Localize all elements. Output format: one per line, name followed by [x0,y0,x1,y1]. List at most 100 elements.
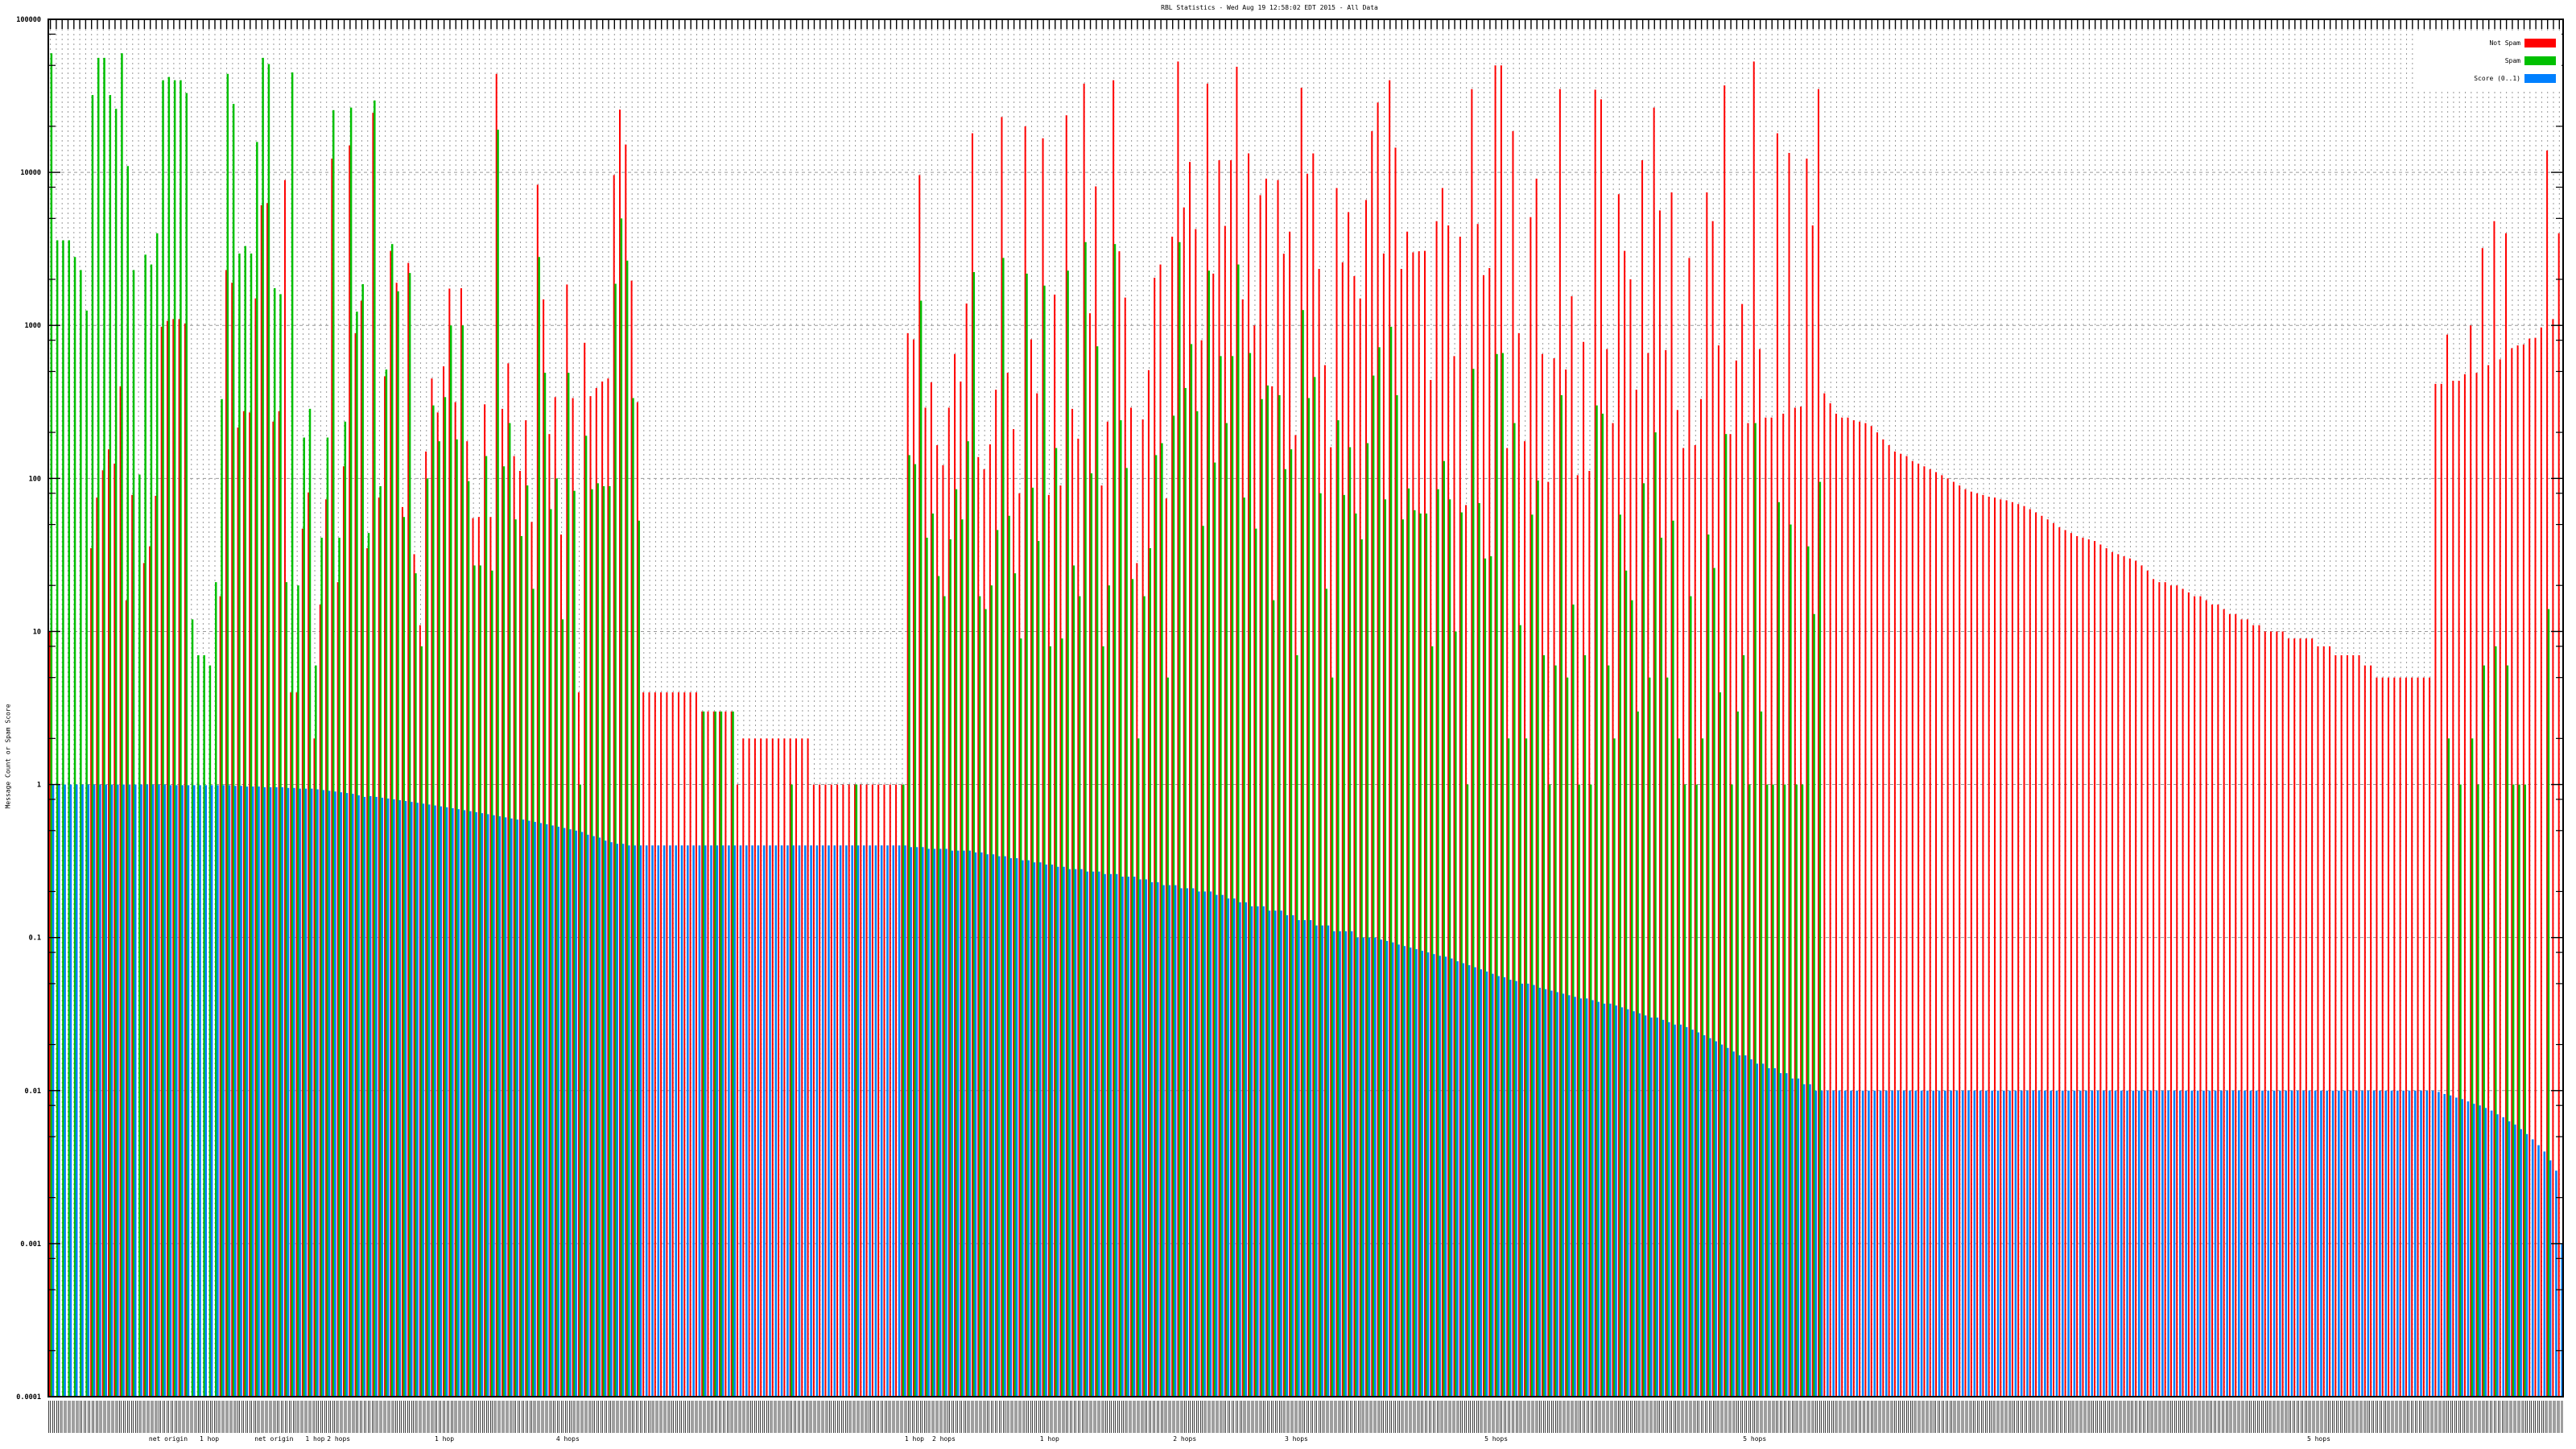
bar-score [2514,1124,2516,1397]
bar-score [927,848,930,1397]
bar-score [1838,1090,1841,1397]
bar-spam [1731,784,1733,1397]
bar-not-spam [1964,489,1967,1397]
bar-score [1227,898,1230,1397]
bar-not-spam [1935,472,1937,1397]
bar-not-spam [2052,522,2054,1397]
bar-not-spam [1400,269,1402,1397]
bar-score [122,784,125,1397]
bar-score [2261,1090,2264,1397]
bar-score [1380,939,1382,1397]
bar-not-spam [1694,444,1696,1397]
bar-not-spam [1265,178,1267,1397]
bar-score [1885,1090,1888,1397]
bar-score [1186,888,1189,1397]
bar-score [510,818,513,1397]
bar-score [1327,925,1330,1397]
bar-spam [1337,420,1340,1397]
y-tick-label: 10 [33,628,41,636]
y-tick-label: 0.001 [20,1241,41,1249]
bar-not-spam [2440,383,2442,1397]
bar-score [1086,871,1088,1397]
bar-score [634,845,636,1397]
bar-not-spam [1829,402,1831,1397]
bar-spam [2524,784,2527,1397]
bar-spam [1736,711,1739,1397]
bar-spam [332,109,335,1397]
bar-score [1768,1067,1770,1397]
bar-not-spam [142,563,145,1397]
bar-spam [297,585,299,1397]
bar-score [445,807,448,1397]
bar-not-spam [1882,439,1885,1397]
bar-spam [1331,677,1334,1397]
bar-spam [1384,499,1386,1397]
bar-not-spam [2516,345,2519,1397]
bar-not-spam [1124,297,1126,1397]
bar-score [815,845,819,1397]
bar-spam [2547,609,2550,1397]
bar-score [2531,1139,2534,1397]
bar-spam [1072,565,1075,1397]
bar-score [1145,879,1147,1397]
bar-spam [1437,489,1439,1397]
bar-not-spam [2481,248,2483,1397]
bar-not-spam [2446,334,2449,1397]
bar-score [2390,1090,2393,1397]
bar-not-spam [2246,619,2248,1397]
bar-spam [226,73,229,1397]
bar-spam [1096,346,1099,1397]
bar-not-spam [1606,349,1608,1397]
bar-not-spam [936,444,939,1397]
bar-not-spam [642,692,645,1397]
bar-score [2290,1090,2293,1397]
bar-score [1891,1090,1893,1397]
bar-score [222,785,225,1397]
bar-not-spam [1030,339,1032,1397]
bar-not-spam [2499,359,2501,1397]
bar-not-spam [2399,677,2401,1397]
bar-score [1709,1038,1711,1397]
bar-spam [1765,784,1769,1397]
bar-not-spam [2311,638,2314,1397]
bar-score [2296,1090,2299,1397]
bar-score [217,785,219,1397]
bar-not-spam [560,535,563,1397]
bar-spam [50,53,53,1397]
bar-score [1056,866,1059,1397]
bar-not-spam [1676,410,1678,1397]
bar-score [1761,1063,1765,1397]
bar-spam [1701,738,1704,1397]
bar-not-spam [2199,596,2202,1397]
bar-spam [1302,310,1304,1397]
bar-spam [1807,546,1810,1397]
bar-score [1897,1090,1900,1397]
bar-not-spam [342,466,345,1397]
bars [49,53,2564,1397]
bar-not-spam [1911,460,1913,1397]
bar-spam [1448,499,1451,1397]
y-tick-label: 0.1 [29,935,41,943]
bar-score [1421,951,1423,1397]
bar-not-spam [1647,353,1649,1397]
bar-score [716,845,719,1397]
bar-score [728,845,730,1397]
bar-not-spam [525,420,527,1397]
bar-not-spam [1212,273,1215,1397]
bar-not-spam [712,711,715,1397]
bar-not-spam [1423,250,1426,1397]
bar-score [2032,1090,2035,1397]
bar-not-spam [1952,481,1955,1397]
bar-score [845,845,848,1397]
bar-spam [415,573,417,1397]
bar-not-spam [390,250,392,1397]
bar-score [1791,1078,1794,1397]
bar-spam [1272,600,1275,1397]
bar-score [2555,1170,2557,1397]
bar-not-spam [1465,505,1468,1397]
legend-label: Score (0..1) [2474,75,2520,82]
bar-score [363,796,366,1397]
bar-score [240,786,242,1397]
bar-spam [285,582,288,1397]
bar-score [1109,873,1113,1397]
